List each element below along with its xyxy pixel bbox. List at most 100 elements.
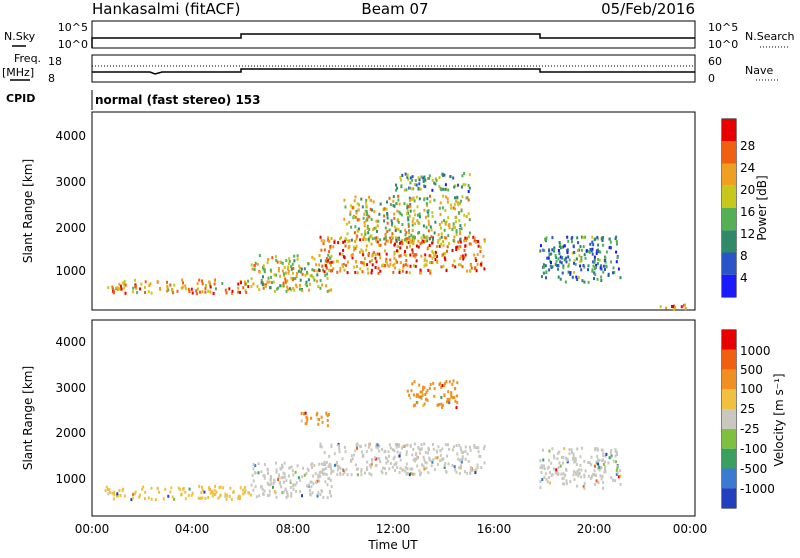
data-cell xyxy=(301,494,303,498)
data-cell xyxy=(368,195,370,199)
data-cell xyxy=(447,216,450,220)
data-cell xyxy=(582,264,585,267)
data-cell xyxy=(196,287,199,291)
data-cell xyxy=(432,458,435,462)
data-cell xyxy=(414,213,417,217)
data-cell xyxy=(281,269,284,273)
data-cell xyxy=(447,224,450,228)
data-cell xyxy=(442,194,445,198)
data-cell xyxy=(344,244,347,248)
data-cell xyxy=(304,282,307,286)
data-cell xyxy=(269,268,272,272)
data-cell xyxy=(614,454,617,458)
freq-label-line1: Freq. xyxy=(14,52,41,65)
data-cell xyxy=(407,218,410,222)
data-cell xyxy=(416,456,419,460)
data-cell xyxy=(381,471,384,475)
data-cell xyxy=(439,201,442,205)
data-cell xyxy=(602,264,605,268)
data-cell xyxy=(405,259,408,263)
data-cell xyxy=(615,260,618,264)
data-cell xyxy=(588,250,591,254)
data-cell xyxy=(182,281,184,285)
data-cell xyxy=(400,184,403,188)
data-cell xyxy=(423,198,426,202)
data-cell xyxy=(408,473,411,477)
velocity-ytick-1000: 1000 xyxy=(55,472,86,486)
data-cell xyxy=(360,450,363,454)
data-cell xyxy=(136,291,139,294)
data-cell xyxy=(412,254,415,258)
data-cell xyxy=(166,280,168,284)
data-cell xyxy=(364,209,367,213)
data-cell xyxy=(566,251,569,255)
data-cell xyxy=(327,413,330,416)
data-cell xyxy=(420,175,423,179)
data-cell xyxy=(389,262,392,266)
data-cell xyxy=(131,290,134,294)
data-cell xyxy=(354,225,357,229)
data-cell xyxy=(420,447,423,451)
data-cell xyxy=(342,262,345,266)
data-cell xyxy=(308,288,310,292)
data-cell xyxy=(221,282,224,285)
data-cell xyxy=(330,494,333,498)
data-cell xyxy=(350,225,353,229)
data-cell xyxy=(282,480,285,484)
data-cell xyxy=(460,199,462,203)
data-cell xyxy=(466,452,469,456)
data-cell xyxy=(277,286,280,290)
data-cell xyxy=(440,226,442,230)
data-cell xyxy=(455,406,458,410)
data-cell xyxy=(330,469,333,473)
data-cell xyxy=(379,238,382,242)
data-cell xyxy=(239,495,242,499)
data-cell xyxy=(594,448,597,452)
data-cell xyxy=(446,397,449,401)
data-cell xyxy=(455,199,458,203)
data-cell xyxy=(442,243,445,247)
data-cell xyxy=(402,265,405,269)
data-cell xyxy=(402,445,405,448)
data-cell xyxy=(252,282,255,286)
cpid-text: normal (fast stereo) 153 xyxy=(95,93,261,107)
data-cell xyxy=(364,471,366,475)
vel-cbar-tick-25: 25 xyxy=(740,402,755,416)
data-cell xyxy=(453,226,456,230)
data-cell xyxy=(558,241,561,244)
data-cell xyxy=(456,245,459,249)
data-cell xyxy=(377,271,380,275)
date-label: 05/Feb/2016 xyxy=(601,0,695,18)
data-cell xyxy=(156,280,159,284)
data-cell xyxy=(371,458,374,462)
data-cell xyxy=(375,260,378,264)
data-cell xyxy=(445,220,448,224)
colorbar-cell xyxy=(722,252,736,275)
data-cell xyxy=(318,462,321,466)
data-cell xyxy=(558,450,561,454)
data-cell xyxy=(256,262,259,266)
data-cell xyxy=(250,284,253,288)
data-cell xyxy=(452,222,455,226)
data-cell xyxy=(429,225,432,229)
data-cell xyxy=(323,463,326,467)
data-cell xyxy=(198,484,201,488)
data-cell xyxy=(388,228,391,232)
data-cell xyxy=(330,254,333,258)
data-cell xyxy=(365,199,368,202)
colorbar-cell xyxy=(722,163,736,186)
data-cell xyxy=(464,449,467,453)
data-cell xyxy=(397,220,400,224)
data-cell xyxy=(287,267,290,271)
data-cell xyxy=(482,254,485,258)
data-cell xyxy=(366,218,369,222)
data-cell xyxy=(360,233,363,237)
data-cell xyxy=(404,233,407,237)
data-cell xyxy=(412,458,415,462)
data-cell xyxy=(441,403,444,407)
data-cell xyxy=(565,479,568,483)
data-cell xyxy=(376,252,379,256)
data-cell xyxy=(328,261,331,265)
data-cell xyxy=(421,393,424,397)
data-cell xyxy=(398,202,401,206)
